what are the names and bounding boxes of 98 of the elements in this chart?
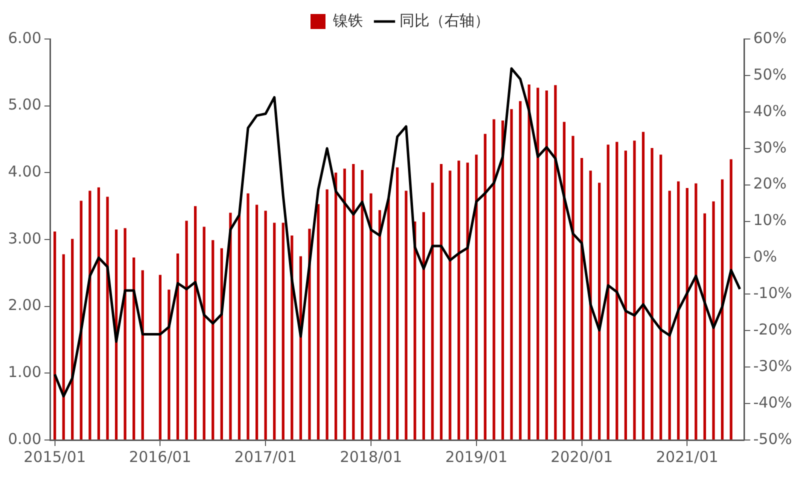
bar — [466, 162, 469, 440]
x-tick-label: 2015/01 — [24, 448, 86, 466]
y2-tick-label: 60% — [753, 28, 787, 47]
bar — [62, 254, 65, 440]
y2-tick-label: -30% — [753, 356, 792, 375]
bar — [589, 170, 592, 440]
bar — [176, 254, 180, 440]
bar — [642, 132, 645, 440]
x-tick-label: 2016/01 — [129, 448, 192, 466]
bar — [686, 188, 688, 440]
x-tick-label: 2020/01 — [550, 448, 613, 466]
bar — [229, 212, 232, 440]
y2-tick-label: 0% — [753, 248, 778, 266]
bar — [668, 190, 671, 440]
y2-tick-label: -10% — [753, 284, 792, 302]
y2-tick-label: 50% — [753, 65, 787, 84]
bar — [703, 213, 706, 440]
bar — [492, 119, 496, 440]
bar — [650, 148, 654, 440]
y-tick-label: 1.00 — [8, 363, 42, 382]
bar — [282, 222, 284, 440]
bar — [572, 136, 574, 440]
bar — [246, 193, 250, 440]
bar — [378, 210, 382, 440]
bar — [518, 101, 522, 440]
x-tick-label: 2017/01 — [234, 448, 297, 466]
y2-tick-label: -40% — [753, 393, 792, 412]
bar — [168, 290, 170, 440]
y2-tick-label: 30% — [753, 138, 787, 156]
bar — [71, 238, 74, 440]
bar — [202, 226, 206, 440]
bar — [264, 210, 267, 440]
bar — [510, 109, 513, 440]
bar — [343, 168, 346, 440]
bar — [694, 183, 698, 440]
bar — [334, 172, 338, 440]
bar — [106, 196, 109, 440]
bar — [475, 154, 478, 440]
bar — [124, 228, 126, 440]
bar — [194, 206, 197, 440]
y2-tick-label: -50% — [753, 430, 792, 448]
bar — [387, 198, 390, 440]
y-tick-label: 6.00 — [8, 28, 42, 47]
bar — [404, 190, 408, 440]
bar — [352, 164, 355, 440]
bar — [238, 215, 241, 440]
bar — [624, 150, 627, 440]
bar — [528, 84, 530, 440]
bar — [554, 85, 557, 440]
y-tick-label: 5.00 — [8, 96, 42, 114]
bar — [212, 240, 214, 440]
bar — [88, 190, 92, 440]
bar — [370, 193, 372, 440]
bar — [562, 122, 566, 440]
y2-tick-label: 20% — [753, 174, 787, 193]
y2-tick-label: -20% — [753, 320, 792, 339]
bar — [185, 220, 188, 440]
bar — [97, 187, 100, 440]
y2-tick-label: 40% — [753, 102, 787, 120]
bar — [484, 134, 486, 440]
bar — [598, 182, 601, 440]
bar — [132, 258, 136, 440]
bar — [501, 120, 504, 440]
bar — [633, 140, 636, 440]
bar — [616, 142, 618, 440]
bar — [422, 212, 425, 440]
bar — [326, 189, 328, 440]
bar — [677, 181, 680, 440]
bar — [606, 144, 610, 440]
bar — [158, 274, 162, 440]
y-tick-label: 2.00 — [8, 296, 42, 314]
legend-label: 同比（右轴） — [400, 11, 490, 30]
bar — [712, 201, 715, 440]
bar — [659, 154, 662, 440]
bar — [545, 90, 548, 440]
bar — [396, 167, 399, 440]
bar — [53, 231, 56, 440]
legend-label: 镍铁 — [332, 11, 363, 30]
bar — [431, 182, 434, 440]
bar — [448, 170, 452, 440]
y-tick-label: 0.00 — [8, 430, 42, 448]
x-tick-label: 2018/01 — [340, 448, 402, 466]
x-tick-label: 2021/01 — [656, 448, 718, 466]
bar — [580, 158, 584, 440]
y-tick-label: 4.00 — [8, 162, 42, 181]
bar — [536, 88, 540, 440]
bar — [255, 204, 258, 440]
bar — [273, 222, 276, 440]
y2-tick-label: 10% — [753, 211, 787, 230]
bar — [730, 159, 732, 440]
x-tick-label: 2019/01 — [445, 448, 508, 466]
bar — [457, 160, 460, 440]
bar — [316, 204, 320, 440]
bar — [720, 179, 724, 440]
bar — [440, 164, 443, 440]
bar — [360, 170, 364, 440]
bar — [141, 270, 144, 440]
y-tick-label: 3.00 — [8, 229, 42, 248]
